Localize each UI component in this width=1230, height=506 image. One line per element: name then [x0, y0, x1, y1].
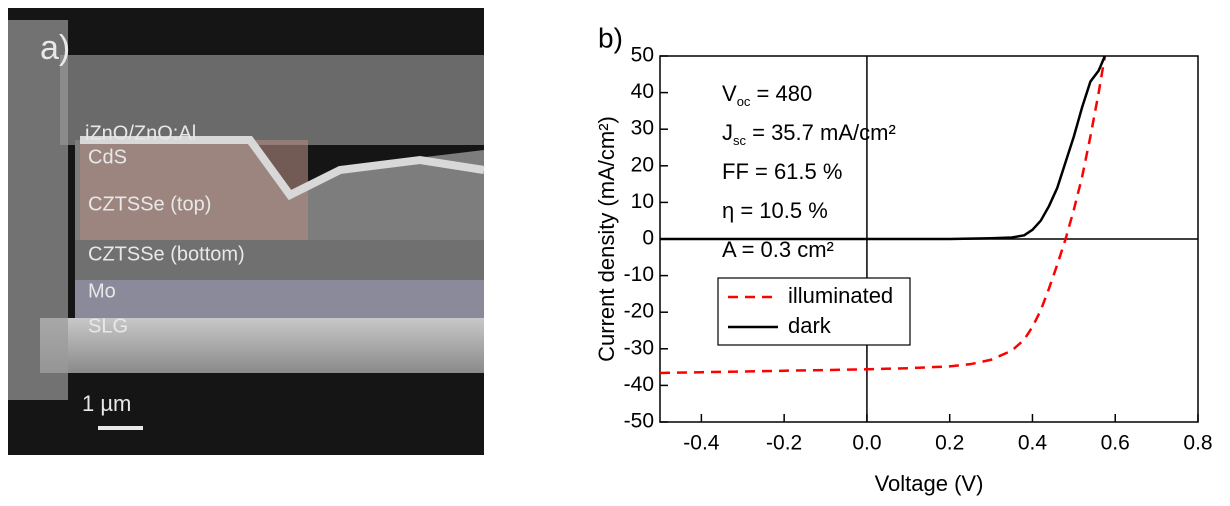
annotation: A = 0.3 cm² — [722, 237, 834, 262]
figure: a) iZnO/ZnO:Al CdS CZTSSe (top) CZTSSe (… — [0, 0, 1230, 501]
x-axis-label: Voltage (V) — [875, 471, 984, 496]
chart: b) Voltage (V) Current density (mA/cm²) … — [594, 22, 1213, 495]
layer-label: iZnO/ZnO:Al — [85, 122, 196, 144]
annotation-symbol: V — [722, 81, 737, 106]
annotation-subscript: sc — [733, 133, 747, 148]
layer-label: SLG — [88, 315, 128, 337]
y-tick-label: -30 — [624, 336, 654, 359]
sem-image: a) iZnO/ZnO:Al CdS CZTSSe (top) CZTSSe (… — [8, 8, 484, 455]
annotation-subscript: oc — [737, 94, 751, 109]
y-tick-label: 0 — [642, 227, 654, 250]
annotation: FF = 61.5 % — [722, 159, 842, 184]
x-tick-label: 0.8 — [1183, 432, 1212, 455]
annotation: Voc = 480 — [722, 81, 812, 110]
scale-bar — [98, 426, 143, 430]
sem-layer — [75, 280, 484, 320]
panel-label: b) — [598, 22, 623, 53]
annotation: η = 10.5 % — [722, 198, 828, 223]
y-tick-label: -10 — [624, 263, 654, 286]
legend-label: illuminated — [788, 283, 893, 308]
annotation: Jsc = 35.7 mA/cm² — [722, 120, 896, 149]
annotation-symbol: J — [722, 120, 733, 145]
x-tick-label: 0.0 — [852, 432, 881, 455]
y-tick-label: 10 — [631, 190, 654, 213]
annotation-text: = 480 — [750, 81, 812, 106]
y-tick-label: -40 — [624, 373, 654, 396]
layer-label: CZTSSe (top) — [88, 193, 211, 215]
x-tick-label: 0.2 — [935, 432, 964, 455]
layer-label: CZTSSe (bottom) — [88, 243, 245, 265]
x-tick-label: 0.6 — [1101, 432, 1130, 455]
y-tick-label: -50 — [624, 410, 654, 433]
annotation-text: A = 0.3 cm² — [722, 237, 834, 262]
panel-label: a) — [40, 29, 70, 67]
y-tick-label: 50 — [631, 44, 654, 67]
annotation-text: = 35.7 mA/cm² — [746, 120, 896, 145]
annotation-text: FF = 61.5 % — [722, 159, 842, 184]
x-tick-label: -0.4 — [683, 432, 720, 455]
legend-label: dark — [788, 313, 832, 338]
y-tick-label: 40 — [631, 80, 654, 103]
sem-edge — [8, 20, 68, 400]
x-tick-label: -0.2 — [766, 432, 802, 455]
y-tick-label: -20 — [624, 300, 654, 323]
annotation-text: η = 10.5 % — [722, 198, 828, 223]
x-tick-label: 0.4 — [1018, 432, 1048, 455]
y-tick-label: 20 — [631, 153, 654, 176]
y-tick-label: 30 — [631, 117, 654, 140]
y-axis-label: Current density (mA/cm²) — [594, 116, 619, 362]
layer-label: Mo — [88, 280, 116, 302]
scale-bar-label: 1 µm — [82, 391, 131, 416]
layer-label: CdS — [88, 146, 127, 168]
